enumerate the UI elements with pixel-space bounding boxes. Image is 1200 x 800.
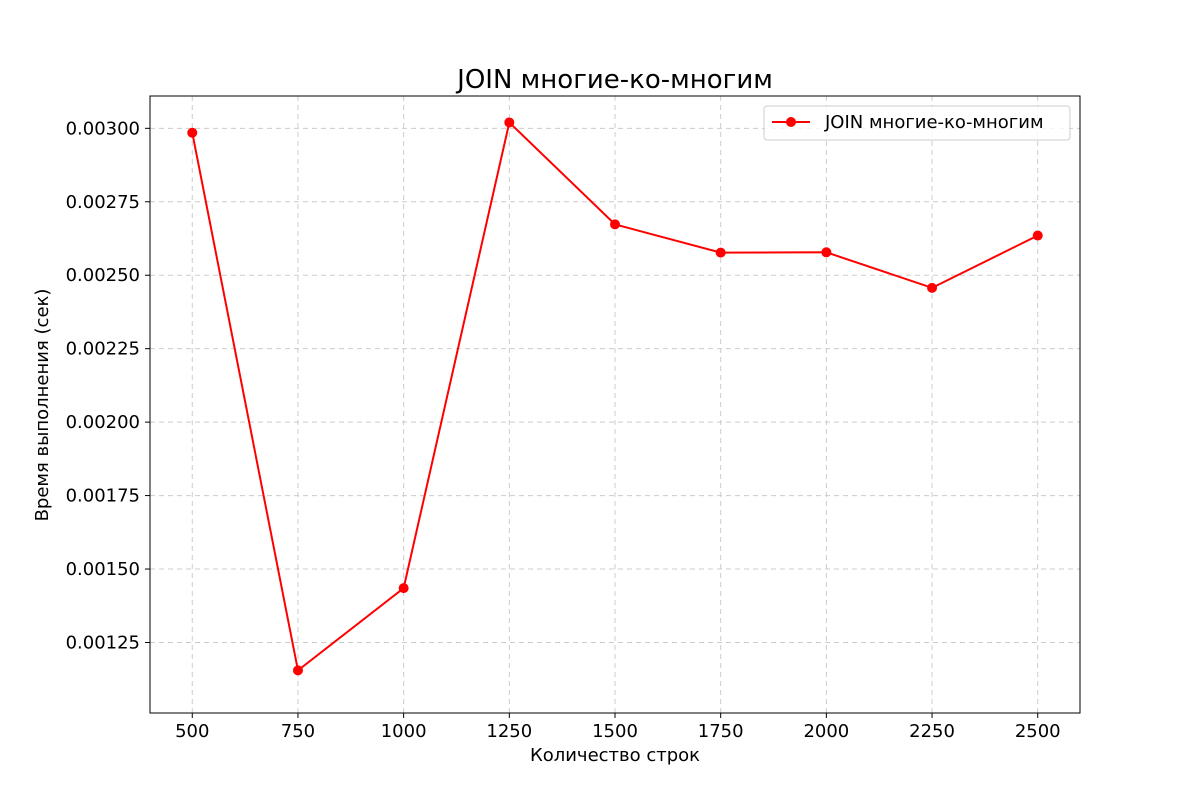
- y-tick-label: 0.00225: [66, 339, 140, 360]
- data-point: [927, 282, 938, 293]
- legend: JOIN многие-ко-многим: [763, 105, 1071, 141]
- x-tick-label: 2500: [1015, 721, 1061, 742]
- y-axis-ticks: 0.00125 0.00150 0.00175 0.00200 0.00225 0.002…: [66, 118, 150, 653]
- x-tick-label: 1000: [381, 721, 427, 742]
- x-tick-label: 1750: [698, 721, 744, 742]
- legend-marker-swatch: [786, 117, 796, 127]
- data-point: [821, 247, 832, 258]
- x-tick-label: 2250: [909, 721, 955, 742]
- x-tick-label: 750: [281, 721, 315, 742]
- x-tick-label: 2000: [803, 721, 849, 742]
- x-axis-ticks: 500 750 1000 1250 1500 1750 2000 2250 2500: [175, 713, 1061, 742]
- grid-lines: [150, 96, 1080, 713]
- x-tick-label: 500: [175, 721, 209, 742]
- y-tick-label: 0.00200: [66, 412, 140, 433]
- data-point: [610, 219, 620, 230]
- y-tick-label: 0.00125: [66, 632, 140, 653]
- y-tick-label: 0.00250: [66, 265, 140, 286]
- legend-entry-label: JOIN многие-ко-многим: [824, 112, 1044, 133]
- data-point: [187, 127, 198, 138]
- x-tick-label: 1500: [592, 721, 638, 742]
- chart-title: JOIN многие-ко-многим: [455, 65, 773, 95]
- x-tick-label: 1250: [486, 721, 532, 742]
- y-tick-label: 0.00300: [66, 118, 140, 139]
- y-tick-label: 0.00175: [66, 486, 140, 507]
- series-layer: [187, 117, 1043, 676]
- data-point: [1032, 230, 1043, 241]
- data-point: [715, 247, 726, 258]
- y-tick-label: 0.00275: [66, 192, 140, 213]
- x-axis-label: Количество строк: [530, 745, 700, 766]
- data-point: [504, 117, 515, 128]
- legend-box: [763, 105, 1071, 141]
- data-point: [292, 665, 303, 676]
- y-tick-label: 0.00150: [66, 559, 140, 580]
- data-point: [398, 583, 409, 594]
- y-axis-label: Время выполнения (сек): [32, 289, 53, 522]
